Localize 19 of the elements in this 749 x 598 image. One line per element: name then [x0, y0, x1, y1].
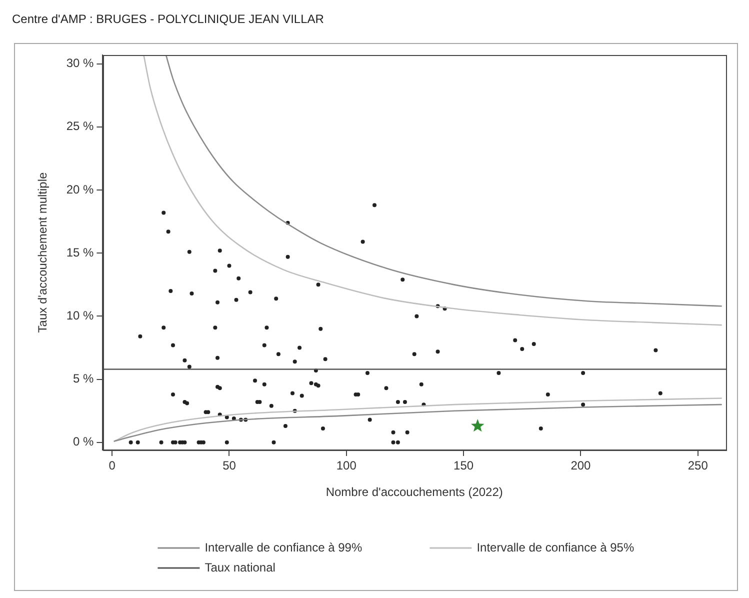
y-tick-label: 25 % — [66, 119, 94, 134]
x-tick-label: 150 — [454, 458, 474, 473]
x-tick-label: 0 — [108, 458, 116, 473]
y-tick-label: 10 % — [66, 308, 94, 323]
chart-title: Centre d'AMP : BRUGES - POLYCLINIQUE JEAN VILLAR — [11, 11, 325, 28]
y-tick-label: 30 % — [66, 56, 94, 70]
x-axis-title: Nombre d'accouchements (2022) — [326, 485, 503, 500]
x-tick-label: 100 — [336, 458, 357, 473]
y-tick-label: 0 % — [73, 434, 94, 449]
x-tick-label: 50 — [222, 458, 236, 473]
x-tick-label: 250 — [688, 458, 708, 473]
y-tick-label: 20 % — [66, 182, 94, 196]
legend-label: Intervalle de confiance à 99% — [204, 540, 362, 554]
legend-label: Taux national — [204, 560, 276, 574]
y-tick-label: 5 % — [73, 372, 94, 386]
y-tick-label: 15 % — [66, 245, 94, 260]
y-axis-title: Taux d'accouchement multiple — [36, 172, 50, 333]
x-tick-label: 200 — [570, 458, 592, 473]
legend-label: Intervalle de confiance à 95% — [476, 540, 634, 554]
